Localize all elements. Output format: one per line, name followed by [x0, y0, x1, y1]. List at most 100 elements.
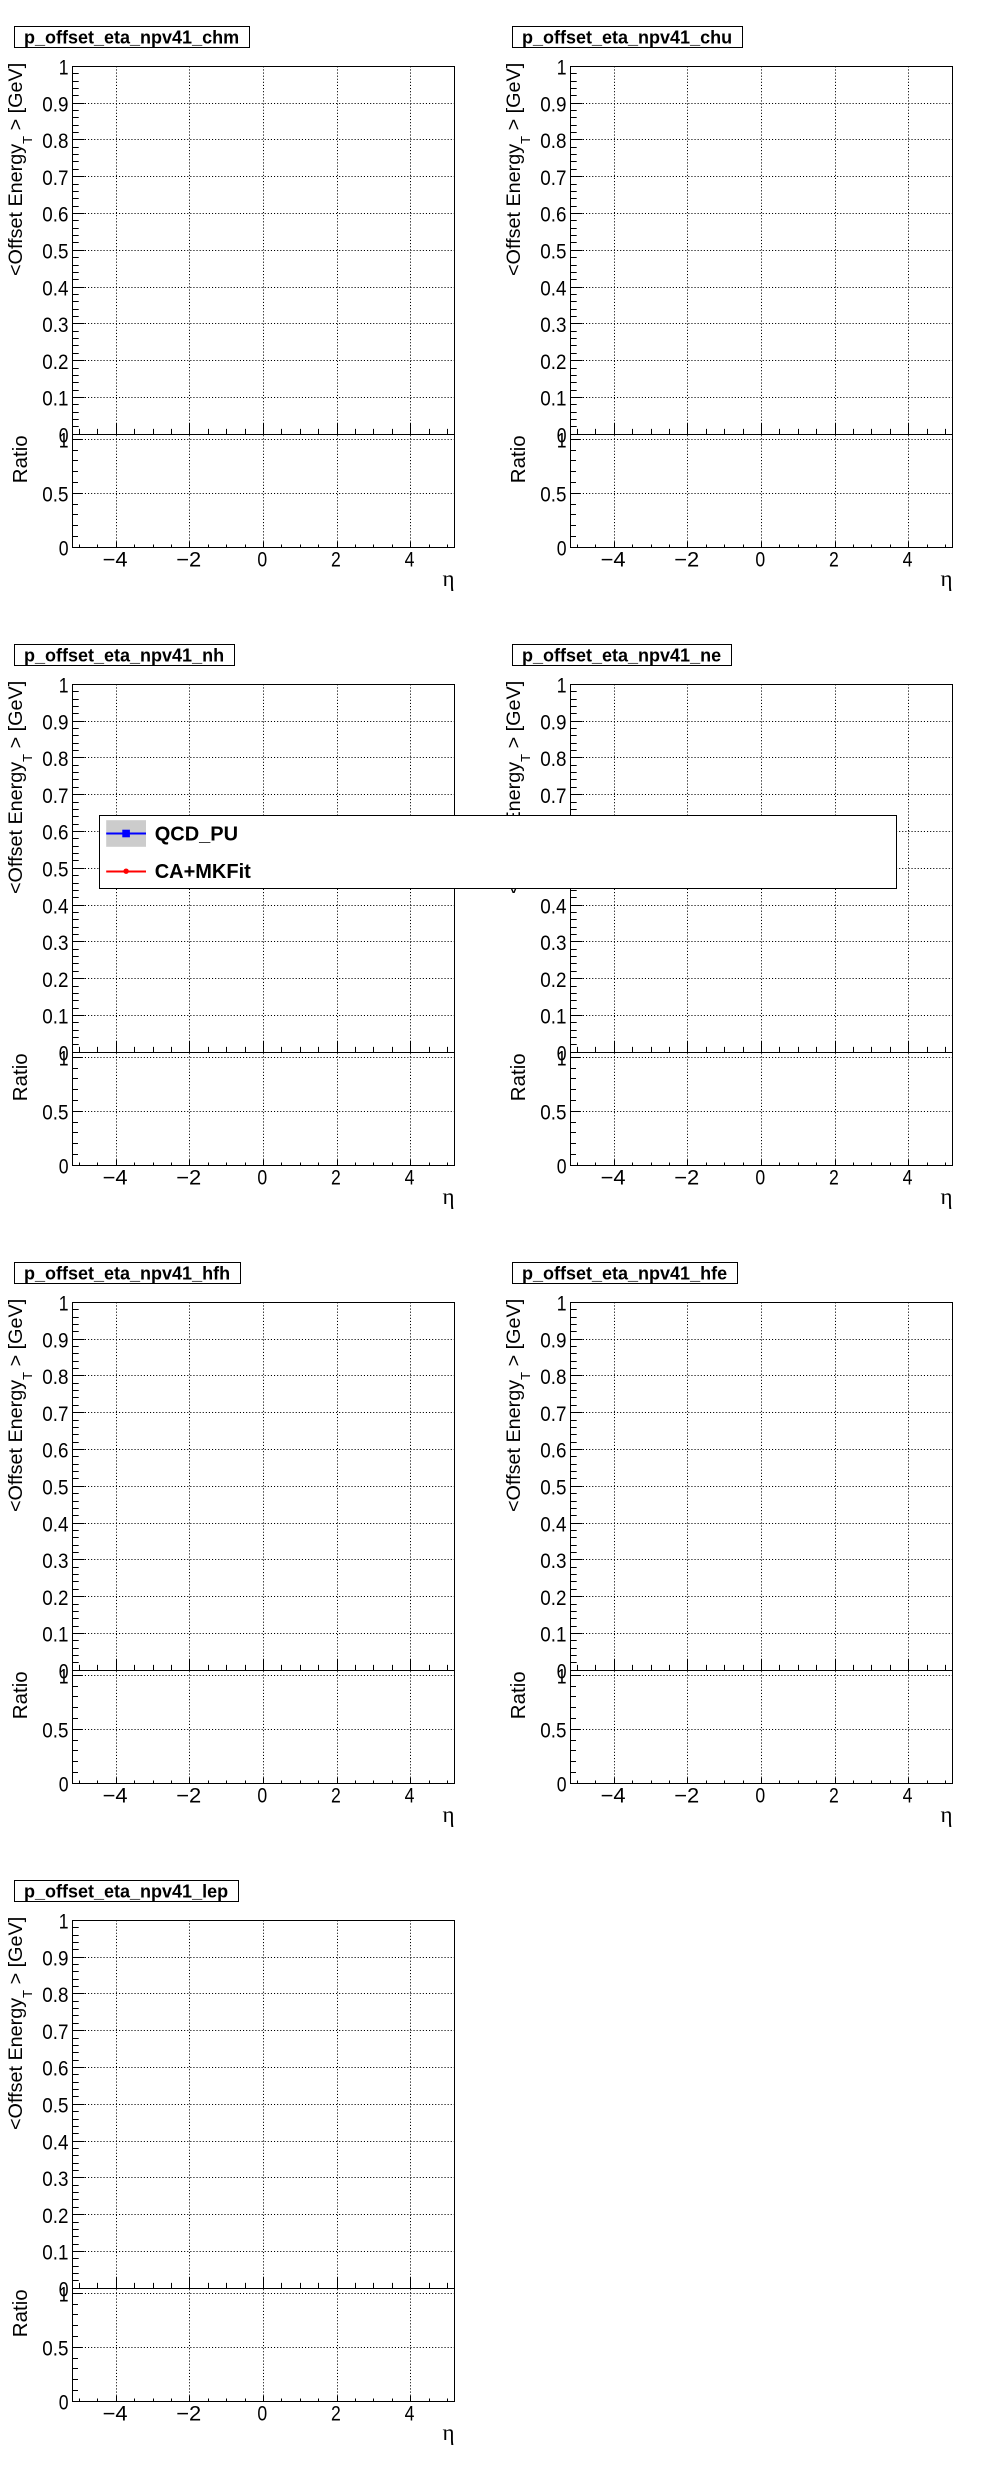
svg-text:η: η — [443, 566, 455, 591]
svg-text:4: 4 — [405, 2402, 415, 2425]
svg-text:p_offset_eta_npv41_lep: p_offset_eta_npv41_lep — [24, 1882, 228, 1902]
svg-text:0.3: 0.3 — [540, 1550, 566, 1573]
svg-text:0: 0 — [59, 537, 69, 560]
svg-text:0.2: 0.2 — [42, 2205, 68, 2228]
svg-text:4: 4 — [405, 548, 415, 571]
svg-text:0.8: 0.8 — [42, 748, 68, 771]
svg-text:−4: −4 — [103, 548, 128, 571]
svg-text:0.9: 0.9 — [42, 1947, 68, 1970]
svg-text:−4: −4 — [601, 548, 626, 571]
svg-text:QCD_PU: QCD_PU — [155, 823, 238, 845]
svg-text:1: 1 — [59, 1911, 69, 1934]
svg-text:0: 0 — [59, 2279, 69, 2302]
svg-text:0.1: 0.1 — [540, 1624, 566, 1647]
svg-text:2: 2 — [331, 1784, 341, 1807]
svg-text:0.8: 0.8 — [540, 1366, 566, 1389]
svg-text:0.4: 0.4 — [42, 895, 68, 918]
svg-text:0.5: 0.5 — [540, 1477, 566, 1500]
svg-text:η: η — [443, 2420, 455, 2445]
svg-text:0.1: 0.1 — [540, 1006, 566, 1029]
svg-text:0.4: 0.4 — [540, 1513, 566, 1536]
svg-text:0: 0 — [557, 1773, 567, 1796]
svg-text:Ratio: Ratio — [507, 1053, 530, 1101]
svg-text:0.5: 0.5 — [540, 1719, 566, 1742]
svg-text:Ratio: Ratio — [507, 1671, 530, 1719]
svg-text:4: 4 — [903, 1166, 913, 1189]
svg-text:0.6: 0.6 — [540, 1440, 566, 1463]
svg-text:0: 0 — [557, 1661, 567, 1684]
svg-text:1: 1 — [59, 2284, 69, 2307]
svg-text:0: 0 — [257, 1166, 267, 1189]
svg-text:2: 2 — [829, 1784, 839, 1807]
svg-text:0: 0 — [557, 1043, 567, 1066]
svg-text:0.4: 0.4 — [42, 277, 68, 300]
svg-text:Ratio: Ratio — [9, 435, 32, 483]
svg-text:0: 0 — [59, 1043, 69, 1066]
svg-text:0.5: 0.5 — [42, 241, 68, 264]
svg-text:−2: −2 — [674, 1166, 699, 1189]
svg-text:2: 2 — [829, 1166, 839, 1189]
svg-text:0: 0 — [257, 2402, 267, 2425]
svg-text:1: 1 — [59, 1666, 69, 1689]
svg-text:0.2: 0.2 — [540, 1587, 566, 1610]
svg-text:1: 1 — [59, 675, 69, 698]
svg-text:0.5: 0.5 — [42, 2337, 68, 2360]
svg-text:0.8: 0.8 — [42, 1366, 68, 1389]
svg-text:0.5: 0.5 — [540, 241, 566, 264]
svg-text:2: 2 — [829, 548, 839, 571]
svg-text:0.8: 0.8 — [540, 748, 566, 771]
svg-text:1: 1 — [557, 1293, 567, 1316]
svg-text:−2: −2 — [176, 1166, 201, 1189]
svg-text:0.8: 0.8 — [42, 130, 68, 153]
svg-text:0.5: 0.5 — [540, 483, 566, 506]
svg-text:2: 2 — [331, 1166, 341, 1189]
svg-text:0.2: 0.2 — [42, 351, 68, 374]
svg-text:4: 4 — [405, 1784, 415, 1807]
svg-text:η: η — [941, 1184, 953, 1209]
svg-text:0.7: 0.7 — [540, 785, 566, 808]
svg-text:0.8: 0.8 — [42, 1984, 68, 2007]
svg-text:0: 0 — [59, 1773, 69, 1796]
svg-text:0: 0 — [59, 1661, 69, 1684]
svg-text:0.5: 0.5 — [42, 483, 68, 506]
svg-text:0.6: 0.6 — [42, 1440, 68, 1463]
svg-text:0.9: 0.9 — [540, 1329, 566, 1352]
svg-text:0.3: 0.3 — [42, 1550, 68, 1573]
svg-text:p_offset_eta_npv41_chm: p_offset_eta_npv41_chm — [24, 28, 239, 48]
svg-text:0.7: 0.7 — [42, 1403, 68, 1426]
svg-text:0.5: 0.5 — [42, 2095, 68, 2118]
svg-text:2: 2 — [331, 2402, 341, 2425]
svg-text:4: 4 — [405, 1166, 415, 1189]
svg-text:p_offset_eta_npv41_ne: p_offset_eta_npv41_ne — [522, 646, 721, 666]
svg-text:0.4: 0.4 — [540, 277, 566, 300]
svg-text:0.2: 0.2 — [42, 969, 68, 992]
svg-text:0.5: 0.5 — [42, 1477, 68, 1500]
svg-text:η: η — [443, 1184, 455, 1209]
svg-text:0.4: 0.4 — [42, 2131, 68, 2154]
svg-text:−4: −4 — [601, 1166, 626, 1189]
svg-text:0.3: 0.3 — [42, 932, 68, 955]
svg-text:0.8: 0.8 — [540, 130, 566, 153]
svg-text:Ratio: Ratio — [9, 1053, 32, 1101]
svg-text:p_offset_eta_npv41_nh: p_offset_eta_npv41_nh — [24, 646, 224, 666]
svg-text:0: 0 — [59, 425, 69, 448]
svg-text:0.6: 0.6 — [42, 2058, 68, 2081]
svg-text:−2: −2 — [176, 2402, 201, 2425]
svg-text:0.2: 0.2 — [540, 969, 566, 992]
svg-text:0.6: 0.6 — [42, 822, 68, 845]
svg-text:0: 0 — [557, 537, 567, 560]
svg-text:0.1: 0.1 — [42, 388, 68, 411]
svg-text:CA+MKFit: CA+MKFit — [155, 861, 251, 883]
svg-text:0: 0 — [755, 548, 765, 571]
svg-text:1: 1 — [557, 57, 567, 80]
svg-text:0: 0 — [59, 1155, 69, 1178]
svg-text:4: 4 — [903, 1784, 913, 1807]
svg-text:0.9: 0.9 — [42, 93, 68, 116]
svg-text:0.1: 0.1 — [42, 1006, 68, 1029]
svg-text:0.4: 0.4 — [540, 895, 566, 918]
svg-text:η: η — [941, 566, 953, 591]
svg-text:0.7: 0.7 — [42, 785, 68, 808]
svg-text:Ratio: Ratio — [9, 2289, 32, 2337]
svg-text:Ratio: Ratio — [9, 1671, 32, 1719]
svg-text:0.5: 0.5 — [42, 859, 68, 882]
